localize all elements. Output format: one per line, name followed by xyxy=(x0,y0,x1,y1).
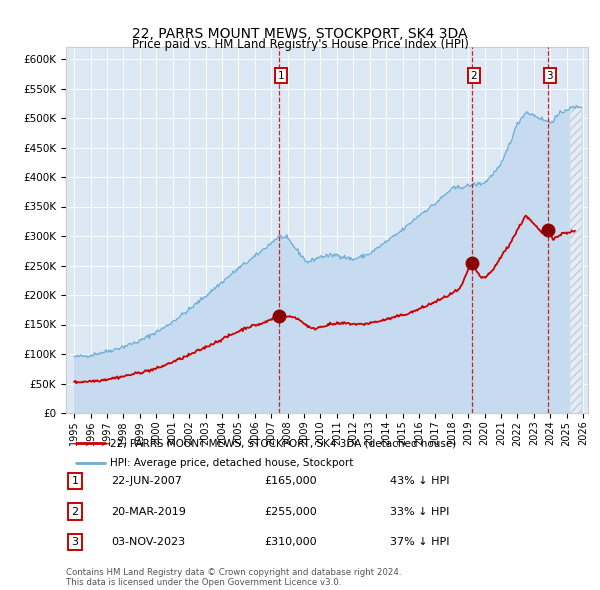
Text: 43% ↓ HPI: 43% ↓ HPI xyxy=(390,476,449,486)
Text: Price paid vs. HM Land Registry's House Price Index (HPI): Price paid vs. HM Land Registry's House … xyxy=(131,38,469,51)
Text: 22, PARRS MOUNT MEWS, STOCKPORT, SK4 3DA (detached house): 22, PARRS MOUNT MEWS, STOCKPORT, SK4 3DA… xyxy=(110,438,457,448)
Text: 3: 3 xyxy=(547,71,553,80)
Text: HPI: Average price, detached house, Stockport: HPI: Average price, detached house, Stoc… xyxy=(110,458,354,467)
Text: £255,000: £255,000 xyxy=(264,507,317,516)
Text: 33% ↓ HPI: 33% ↓ HPI xyxy=(390,507,449,516)
Text: 1: 1 xyxy=(71,476,79,486)
Text: 2: 2 xyxy=(471,71,478,80)
Text: 2: 2 xyxy=(71,507,79,516)
Text: £165,000: £165,000 xyxy=(264,476,317,486)
Text: 1: 1 xyxy=(278,71,284,80)
Text: Contains HM Land Registry data © Crown copyright and database right 2024.
This d: Contains HM Land Registry data © Crown c… xyxy=(66,568,401,587)
Text: 22-JUN-2007: 22-JUN-2007 xyxy=(111,476,182,486)
Text: 37% ↓ HPI: 37% ↓ HPI xyxy=(390,537,449,547)
Text: 22, PARRS MOUNT MEWS, STOCKPORT, SK4 3DA: 22, PARRS MOUNT MEWS, STOCKPORT, SK4 3DA xyxy=(132,27,468,41)
Text: 3: 3 xyxy=(71,537,79,547)
Text: £310,000: £310,000 xyxy=(264,537,317,547)
Text: 03-NOV-2023: 03-NOV-2023 xyxy=(111,537,185,547)
Text: 20-MAR-2019: 20-MAR-2019 xyxy=(111,507,186,516)
